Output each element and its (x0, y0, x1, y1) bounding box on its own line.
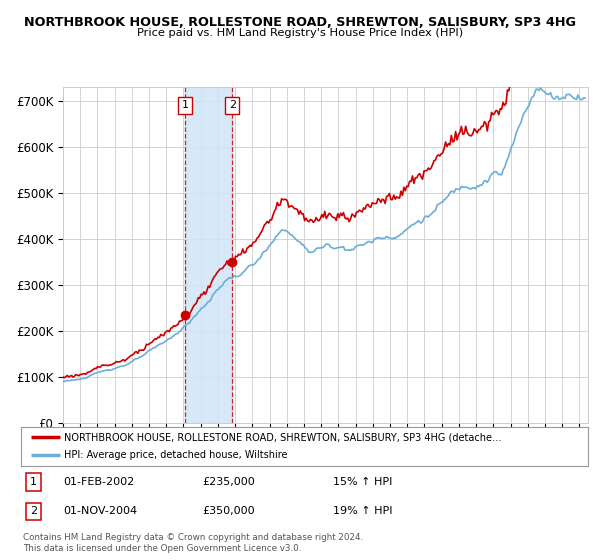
Text: £235,000: £235,000 (202, 477, 255, 487)
Text: 2: 2 (30, 506, 37, 516)
Text: 15% ↑ HPI: 15% ↑ HPI (333, 477, 392, 487)
Bar (185, 87, 232, 423)
Text: 1: 1 (30, 477, 37, 487)
Text: NORTHBROOK HOUSE, ROLLESTONE ROAD, SHREWTON, SALISBURY, SP3 4HG (detache…: NORTHBROOK HOUSE, ROLLESTONE ROAD, SHREW… (64, 432, 501, 442)
Text: Price paid vs. HM Land Registry's House Price Index (HPI): Price paid vs. HM Land Registry's House … (137, 28, 463, 38)
Text: Contains HM Land Registry data © Crown copyright and database right 2024.
This d: Contains HM Land Registry data © Crown c… (23, 533, 363, 553)
Text: £350,000: £350,000 (202, 506, 255, 516)
Text: NORTHBROOK HOUSE, ROLLESTONE ROAD, SHREWTON, SALISBURY, SP3 4HG: NORTHBROOK HOUSE, ROLLESTONE ROAD, SHREW… (24, 16, 576, 29)
Text: 1: 1 (181, 100, 188, 110)
Text: 2: 2 (229, 100, 236, 110)
Text: 01-FEB-2002: 01-FEB-2002 (64, 477, 135, 487)
Text: 01-NOV-2004: 01-NOV-2004 (64, 506, 137, 516)
Text: HPI: Average price, detached house, Wiltshire: HPI: Average price, detached house, Wilt… (64, 450, 287, 460)
Text: 19% ↑ HPI: 19% ↑ HPI (333, 506, 392, 516)
